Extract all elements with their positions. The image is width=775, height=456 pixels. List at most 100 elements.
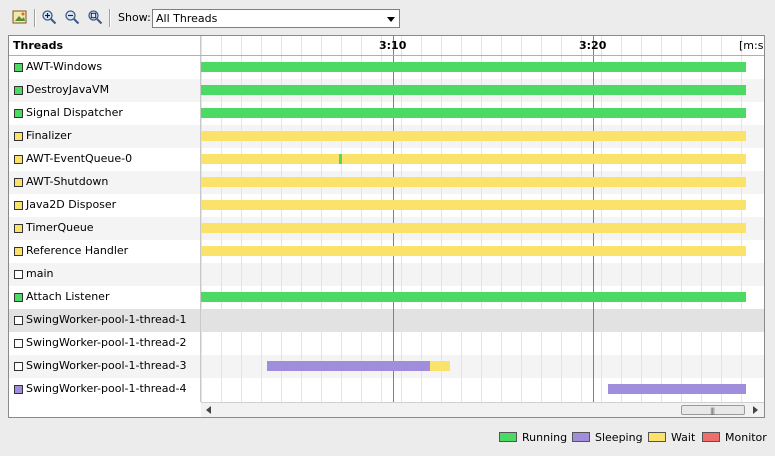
- thread-name: Signal Dispatcher: [26, 106, 123, 119]
- zoom-fit-icon: [87, 9, 103, 28]
- legend-swatch: [648, 432, 666, 442]
- thread-row[interactable]: Signal Dispatcher: [9, 102, 764, 125]
- grid-line: [721, 36, 722, 402]
- grip-icon: |||: [710, 407, 715, 415]
- thread-name: Java2D Disposer: [26, 198, 117, 211]
- thread-row[interactable]: AWT-Windows: [9, 56, 764, 79]
- thread-name: AWT-Shutdown: [26, 175, 109, 188]
- thread-state-bar[interactable]: [201, 292, 746, 302]
- time-tick-label: 3:20: [579, 39, 607, 52]
- thread-state-swatch: [14, 132, 23, 141]
- grid-line: [421, 36, 422, 402]
- thread-state-bar[interactable]: [201, 85, 746, 95]
- thread-name: Finalizer: [26, 129, 72, 142]
- grid-line: [281, 36, 282, 402]
- grid-line: [701, 36, 702, 402]
- major-grid-line: [393, 36, 394, 402]
- thread-name: AWT-EventQueue-0: [26, 152, 133, 165]
- grid-line: [241, 36, 242, 402]
- thread-row[interactable]: SwingWorker-pool-1-thread-4: [9, 378, 764, 401]
- grid-line: [401, 36, 402, 402]
- thread-state-bar[interactable]: [339, 154, 342, 164]
- timeline-panel: AWT-Windows DestroyJavaVM Signal Dispatche…: [8, 35, 765, 418]
- thread-filter-select[interactable]: All Threads: [152, 9, 400, 28]
- zoom-in-button[interactable]: [39, 8, 59, 28]
- legend-label: Monitor: [725, 430, 767, 444]
- thread-state-swatch: [14, 224, 23, 233]
- grid-line: [501, 36, 502, 402]
- thread-name: SwingWorker-pool-1-thread-4: [26, 382, 187, 395]
- thread-state-bar[interactable]: [201, 246, 746, 256]
- thread-row[interactable]: SwingWorker-pool-1-thread-2: [9, 332, 764, 355]
- thread-state-bar[interactable]: [201, 223, 746, 233]
- toolbar-separator: [34, 9, 36, 27]
- grid-line: [381, 36, 382, 402]
- thread-state-bar[interactable]: [608, 384, 746, 394]
- column-splitter[interactable]: [200, 36, 201, 402]
- thread-state-bar[interactable]: [201, 154, 339, 164]
- toolbar: Show: All Threads: [0, 0, 775, 34]
- time-unit-label: [m:s]: [739, 39, 765, 52]
- horizontal-scrollbar[interactable]: |||: [201, 402, 764, 417]
- header-divider: [9, 55, 764, 56]
- grid-line: [621, 36, 622, 402]
- grid-line: [481, 36, 482, 402]
- export-image-button[interactable]: [10, 8, 30, 28]
- thread-name: TimerQueue: [26, 221, 94, 234]
- thread-row[interactable]: Reference Handler: [9, 240, 764, 263]
- thread-state-bar[interactable]: [201, 131, 746, 141]
- thread-state-bar[interactable]: [201, 108, 746, 118]
- grid-line: [301, 36, 302, 402]
- scroll-right-icon[interactable]: [753, 406, 758, 414]
- thread-row[interactable]: Attach Listener: [9, 286, 764, 309]
- zoom-fit-button[interactable]: [85, 8, 105, 28]
- thread-state-swatch: [14, 109, 23, 118]
- thread-state-bar[interactable]: [201, 200, 746, 210]
- thread-name: SwingWorker-pool-1-thread-2: [26, 336, 187, 349]
- thread-row[interactable]: SwingWorker-pool-1-thread-1: [9, 309, 764, 332]
- legend-item: Sleeping: [572, 431, 643, 444]
- thread-name: main: [26, 267, 54, 280]
- grid-line: [221, 36, 222, 402]
- grid-line: [441, 36, 442, 402]
- threads-column-header: Threads: [13, 39, 64, 52]
- thread-state-bar[interactable]: [342, 154, 746, 164]
- thread-filter-value: All Threads: [156, 12, 218, 25]
- thread-row[interactable]: Java2D Disposer: [9, 194, 764, 217]
- grid-line: [541, 36, 542, 402]
- thread-name: SwingWorker-pool-1-thread-1: [26, 313, 187, 326]
- thread-row[interactable]: main: [9, 263, 764, 286]
- grid-line: [641, 36, 642, 402]
- zoom-in-icon: [41, 9, 57, 28]
- grid-line: [521, 36, 522, 402]
- grid-line: [561, 36, 562, 402]
- thread-state-swatch: [14, 63, 23, 72]
- thread-row[interactable]: AWT-EventQueue-0: [9, 148, 764, 171]
- scrollbar-thumb[interactable]: |||: [681, 405, 745, 415]
- scroll-left-icon[interactable]: [206, 406, 211, 414]
- toolbar-separator: [109, 9, 111, 27]
- grid-line: [581, 36, 582, 402]
- legend-label: Running: [522, 430, 568, 444]
- thread-state-bar[interactable]: [267, 361, 430, 371]
- thread-state-swatch: [14, 385, 23, 394]
- thread-state-bar[interactable]: [201, 62, 746, 72]
- legend-swatch: [499, 432, 517, 442]
- chevron-down-icon: [387, 17, 395, 22]
- thread-state-swatch: [14, 293, 23, 302]
- thread-state-bar[interactable]: [201, 177, 746, 187]
- grid-line: [601, 36, 602, 402]
- thread-state-bar[interactable]: [430, 361, 450, 371]
- grid-line: [321, 36, 322, 402]
- timeline-chart: [201, 36, 746, 402]
- grid-line: [461, 36, 462, 402]
- time-tick-label: 3:10: [379, 39, 407, 52]
- thread-state-swatch: [14, 86, 23, 95]
- legend-item: Monitor: [702, 430, 767, 444]
- thread-name: Reference Handler: [26, 244, 129, 257]
- thread-state-swatch: [14, 362, 23, 371]
- thread-state-swatch: [14, 155, 23, 164]
- thread-state-swatch: [14, 270, 23, 279]
- zoom-out-button[interactable]: [62, 8, 82, 28]
- grid-line: [661, 36, 662, 402]
